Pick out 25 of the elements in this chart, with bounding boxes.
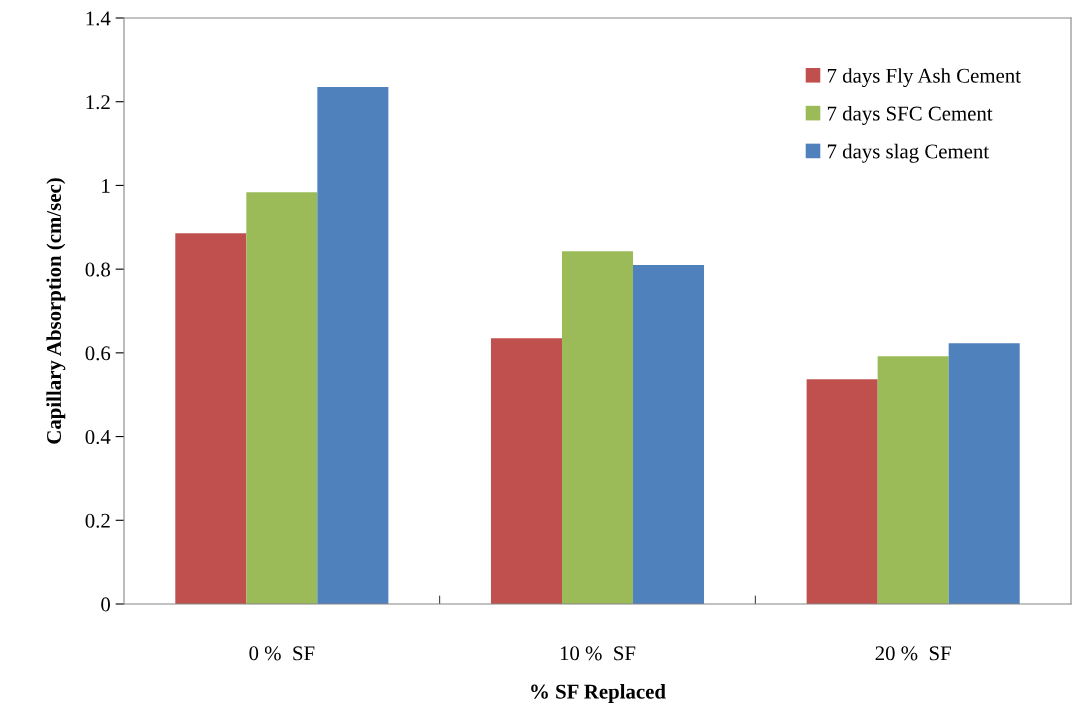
- bar: [806, 379, 878, 604]
- y-tick-label: 1.4: [86, 11, 111, 26]
- x-tick-label: 20 % SF: [875, 646, 951, 661]
- legend-label: 7 days Fly Ash Cement: [827, 68, 1021, 88]
- bar: [877, 356, 949, 604]
- bar: [633, 264, 705, 604]
- bar: [490, 338, 562, 604]
- y-axis-title: Capillary Absorption (cm/sec): [46, 178, 66, 444]
- bar: [246, 192, 318, 604]
- bar: [175, 233, 247, 604]
- y-tick-label: 1: [102, 178, 110, 193]
- y-tick-label: 0.6: [85, 346, 111, 361]
- bar: [561, 251, 634, 604]
- legend-label: 7 days slag Cement: [827, 143, 990, 163]
- y-tick-label: 0: [101, 597, 111, 612]
- legend-label: 7 days SFC Cement: [827, 105, 993, 125]
- x-tick-label: 0 % SF: [249, 646, 315, 661]
- x-tick-label: 10 % SF: [560, 646, 636, 661]
- y-tick-label: 0.2: [85, 513, 110, 528]
- x-axis-title: % SF Replaced: [531, 684, 666, 703]
- bar: [948, 343, 1020, 604]
- y-tick-label: 0.8: [85, 262, 111, 277]
- bar: [317, 87, 389, 604]
- y-tick-label: 1.2: [86, 95, 110, 110]
- y-tick-label: 0.4: [85, 429, 111, 445]
